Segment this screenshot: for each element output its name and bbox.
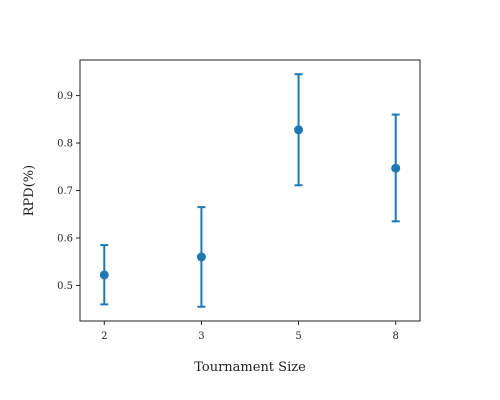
plot-area-frame: [79, 59, 421, 322]
data-series: [99, 73, 401, 308]
data-point: [196, 252, 206, 262]
x-tick-label: 5: [295, 331, 301, 342]
y-axis-label: RPD(%): [22, 165, 37, 216]
x-tick-label: 3: [198, 331, 204, 342]
x-axis-label: Tournament Size: [194, 360, 306, 375]
x-tick-label: 2: [101, 331, 107, 342]
y-tick-label: 0.7: [57, 186, 73, 197]
data-point: [391, 163, 401, 173]
data-point: [99, 270, 109, 280]
y-tick-label: 0.6: [57, 233, 73, 244]
y-axis: 0.5 0.6 0.7 0.8 0.9: [57, 91, 80, 292]
y-tick-label: 0.5: [57, 281, 73, 292]
data-point: [294, 125, 304, 135]
x-tick-label: 8: [393, 331, 399, 342]
x-axis: 2 3 5 8: [101, 321, 399, 342]
y-tick-label: 0.8: [57, 139, 73, 150]
y-tick-label: 0.9: [57, 91, 73, 102]
